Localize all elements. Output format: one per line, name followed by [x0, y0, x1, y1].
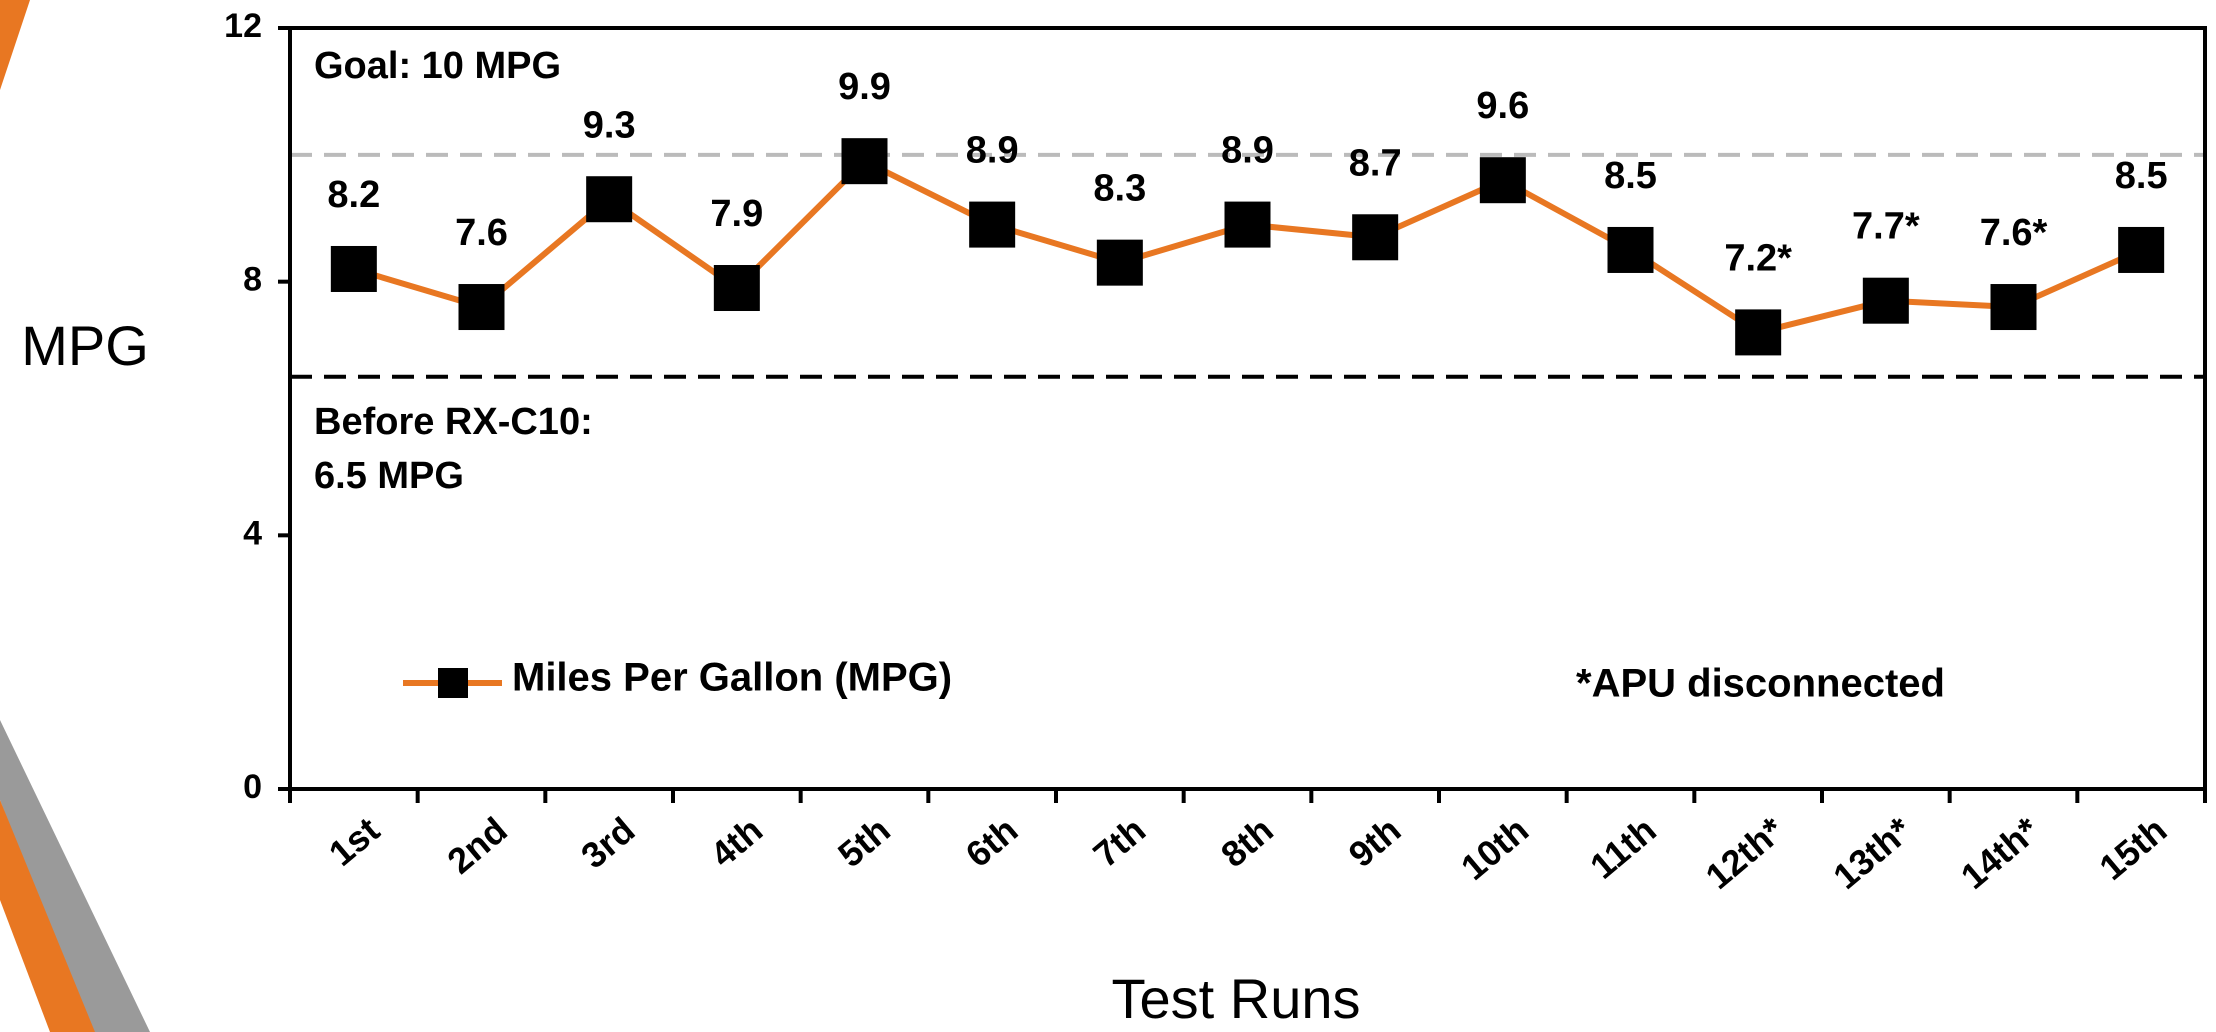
marker	[713, 265, 760, 312]
data-label: 9.6	[1476, 85, 1529, 127]
marker	[458, 284, 505, 331]
annotation: Before RX-C10:	[314, 401, 593, 443]
x-tick-label: 1st	[321, 809, 387, 874]
marker	[1352, 214, 1399, 261]
x-tick-label: 12th*	[1698, 809, 1792, 897]
y-tick-label: 8	[243, 261, 262, 299]
marker	[1735, 309, 1782, 356]
marker	[1096, 239, 1143, 286]
data-label: 7.6*	[1980, 212, 2048, 254]
data-label: 8.9	[966, 130, 1019, 172]
legend-label: Miles Per Gallon (MPG)	[512, 656, 952, 700]
decoration	[0, 0, 30, 90]
x-tick-label: 2nd	[439, 809, 514, 882]
data-label: 8.9	[1221, 130, 1274, 172]
x-tick-label: 8th	[1213, 809, 1281, 875]
x-tick-label: 9th	[1341, 809, 1409, 875]
x-tick-label: 14th*	[1953, 809, 2047, 897]
y-tick-label: 4	[243, 514, 262, 552]
x-tick-label: 3rd	[573, 809, 642, 876]
y-tick-label: 0	[243, 768, 262, 806]
x-tick-label: 7th	[1085, 809, 1153, 875]
footnote: *APU disconnected	[1576, 662, 1945, 706]
y-tick-label: 12	[224, 7, 262, 45]
marker	[330, 245, 377, 292]
data-label: 8.5	[1604, 155, 1657, 197]
x-axis-label: Test Runs	[1112, 967, 1361, 1030]
data-label: 8.7	[1349, 142, 1402, 184]
y-axis-label: MPG	[21, 314, 149, 377]
x-tick-label: 13th*	[1825, 809, 1919, 897]
x-tick-label: 10th	[1453, 809, 1536, 888]
data-label: 7.9	[710, 193, 763, 235]
x-tick-label: 4th	[702, 809, 770, 875]
x-tick-label: 15th	[2091, 809, 2174, 888]
marker	[586, 176, 633, 223]
data-label: 7.6	[455, 212, 508, 254]
x-tick-label: 6th	[958, 809, 1026, 875]
data-label: 7.2*	[1724, 237, 1792, 279]
marker	[969, 201, 1016, 248]
marker	[1990, 284, 2037, 331]
x-tick-label: 5th	[830, 809, 898, 875]
data-label: 9.9	[838, 66, 891, 108]
data-label: 8.5	[2115, 155, 2168, 197]
marker	[841, 138, 888, 185]
x-tick-label: 11th	[1582, 809, 1664, 887]
annotation: Goal: 10 MPG	[314, 45, 561, 87]
marker	[2118, 226, 2165, 273]
marker	[1607, 226, 1654, 273]
marker	[1479, 157, 1526, 204]
data-label: 8.2	[327, 174, 380, 216]
marker	[1224, 201, 1271, 248]
data-label: 7.7*	[1852, 206, 1920, 248]
decoration	[0, 800, 95, 1032]
marker	[1862, 277, 1909, 324]
annotation: 6.5 MPG	[314, 455, 464, 497]
data-label: 9.3	[583, 104, 636, 146]
legend-marker	[438, 668, 468, 698]
data-label: 8.3	[1093, 168, 1146, 210]
plot-frame	[288, 26, 2207, 791]
decoration	[0, 720, 150, 1032]
